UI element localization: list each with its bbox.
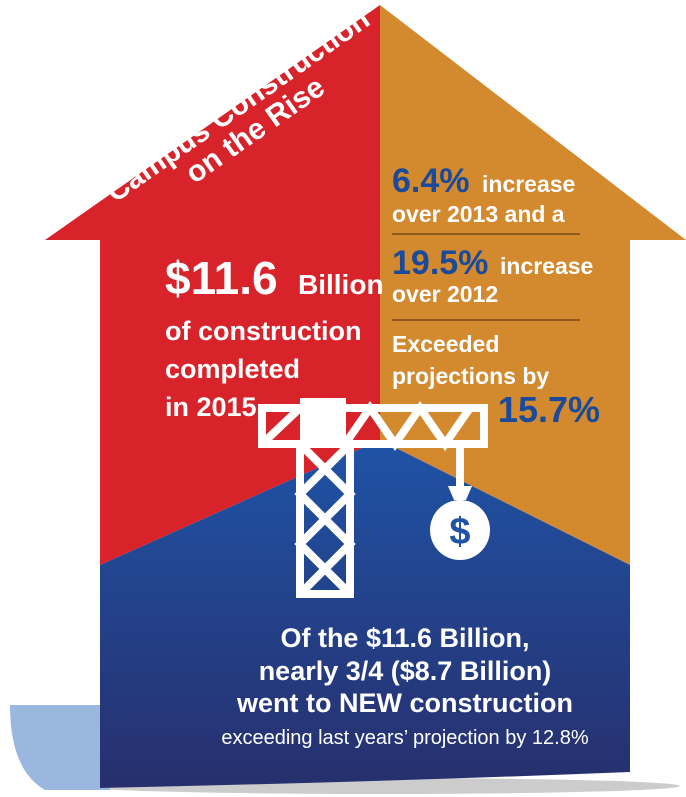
crane-cab: [300, 398, 346, 444]
stat-label: increase: [500, 253, 593, 279]
blue-panel: [100, 440, 630, 788]
hook: [448, 486, 472, 500]
icon-symbol: $: [449, 511, 470, 553]
unit: Billion: [298, 269, 384, 300]
red-panel: [45, 5, 380, 565]
crane: [258, 400, 488, 598]
exceeded-line: projections by: [392, 363, 549, 389]
bottom-line: Of the $11.6 Billion,: [280, 623, 529, 653]
left-line: completed: [165, 354, 300, 384]
money-bag: [430, 500, 490, 560]
left-line: of construction: [165, 316, 362, 346]
stat-label: increase: [482, 171, 575, 197]
stat-value: 19.5%: [392, 244, 488, 282]
stat-detail: over 2013 and a: [392, 201, 565, 227]
bottom-line: nearly 3/4 ($8.7 Billion): [259, 656, 552, 686]
left-line: in 2015: [165, 392, 257, 422]
exceeded-line: Exceeded: [392, 331, 499, 357]
bottom-note: exceeding last years’ projection by 12.8…: [221, 727, 588, 749]
amount: $11.6: [165, 252, 278, 304]
curl: [10, 705, 110, 790]
stat-detail: over 2012: [392, 281, 498, 307]
stat-value: 6.4%: [392, 162, 470, 200]
exceeded-value: 15.7%: [498, 389, 600, 430]
bottom-line: went to NEW construction: [236, 688, 573, 718]
